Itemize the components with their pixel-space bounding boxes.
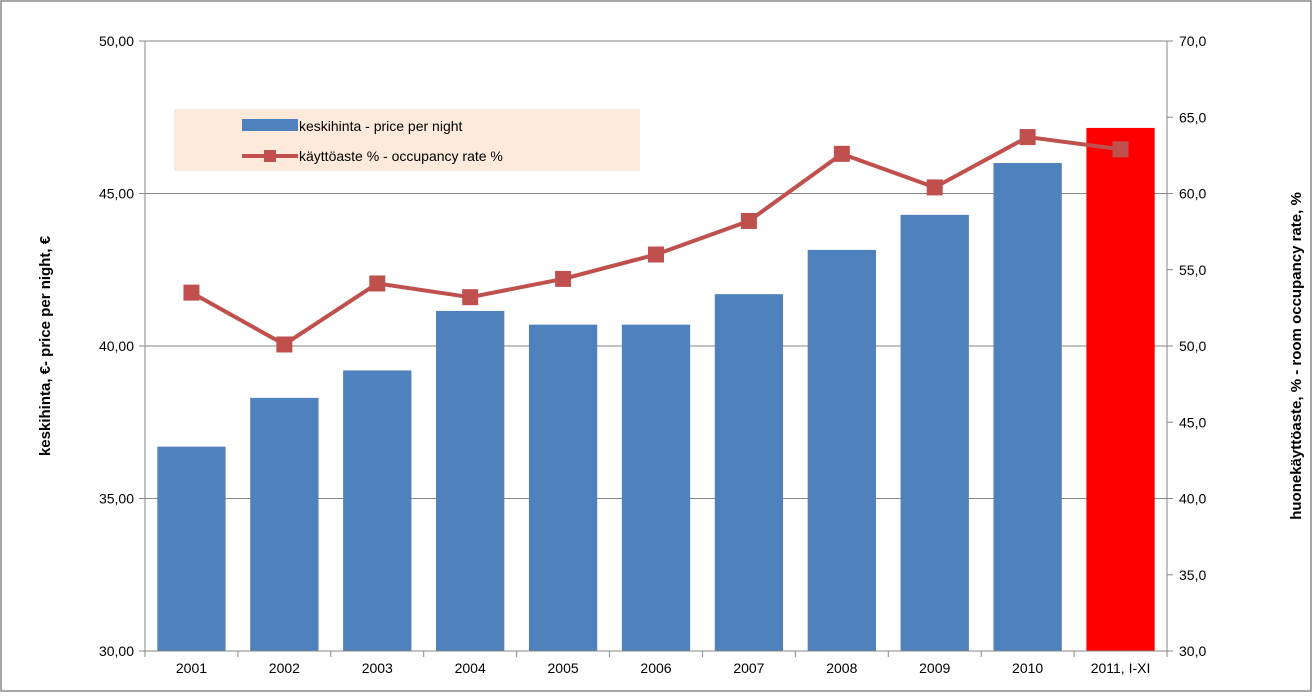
x-tick-label: 2005	[548, 660, 579, 676]
price-bar	[621, 324, 691, 651]
y-right-tick-label: 30,0	[1179, 643, 1206, 659]
occupancy-marker	[1019, 129, 1036, 146]
y-right-tick-label: 45,0	[1179, 414, 1206, 430]
occupancy-marker	[833, 145, 850, 162]
x-tick-label: 2003	[362, 660, 393, 676]
y-right-tick-label: 40,0	[1179, 491, 1206, 507]
bars	[157, 127, 1155, 652]
legend-line-marker	[264, 150, 276, 162]
x-tick-label: 2002	[269, 660, 300, 676]
y-right-tick-label: 70,0	[1179, 33, 1206, 49]
occupancy-marker	[369, 275, 386, 292]
x-tick-label: 2010	[1012, 660, 1043, 676]
occupancy-marker	[183, 284, 200, 301]
x-tick-label: 2009	[919, 660, 950, 676]
x-tick-label: 2004	[455, 660, 486, 676]
occupancy-line	[183, 129, 1129, 353]
y-left-tick-label: 35,00	[99, 491, 134, 507]
x-tick-label: 2001	[176, 660, 207, 676]
x-tick-label: 2008	[826, 660, 857, 676]
occupancy-marker	[1112, 141, 1129, 158]
y-axis-right-label: huonekäyttöaste, % - room occupancy rate…	[1288, 192, 1305, 520]
price-bar	[250, 397, 319, 651]
occupancy-marker	[462, 289, 479, 306]
price-bar	[900, 214, 969, 651]
y-left-tick-label: 40,00	[99, 338, 134, 354]
y-right-tick-label: 65,0	[1179, 109, 1206, 125]
legend-line-label: käyttöaste % - occupancy rate %	[299, 148, 503, 164]
y-right-tick-label: 60,0	[1179, 186, 1206, 202]
occupancy-marker	[555, 270, 572, 287]
occupancy-marker	[926, 179, 943, 196]
y-right-tick-label: 50,0	[1179, 338, 1206, 354]
legend: keskihinta - price per night käyttöaste …	[174, 109, 640, 171]
x-tick-label: 2007	[733, 660, 764, 676]
axes: 30,00 35,00 40,00 45,00 50,00 30,0 35,0 40,0 45,…	[99, 33, 1207, 676]
price-bar	[157, 446, 226, 651]
legend-bar-label: keskihinta - price per night	[299, 118, 463, 134]
price-bar	[528, 324, 598, 651]
y-axis-left-label: keskihinta, €- price per night, €	[37, 235, 54, 456]
y-left-tick-label: 45,00	[99, 186, 134, 202]
occupancy-marker	[648, 246, 664, 263]
y-left-tick-label: 50,00	[99, 33, 134, 49]
price-bar	[807, 249, 876, 652]
occupancy-marker	[740, 212, 757, 229]
x-tick-label: 2011, I-XI	[1091, 660, 1151, 676]
y-left-tick-label: 30,00	[99, 643, 134, 659]
price-bar	[1086, 127, 1155, 652]
price-bar	[436, 310, 505, 651]
y-right-tick-label: 35,0	[1179, 567, 1206, 583]
price-bar	[343, 370, 412, 651]
y-right-tick-label: 55,0	[1179, 262, 1206, 278]
price-bar	[714, 294, 784, 651]
x-tick-label: 2006	[640, 660, 671, 676]
legend-bar-swatch	[242, 119, 298, 131]
price-bar	[993, 163, 1062, 651]
occupancy-marker	[276, 336, 293, 353]
